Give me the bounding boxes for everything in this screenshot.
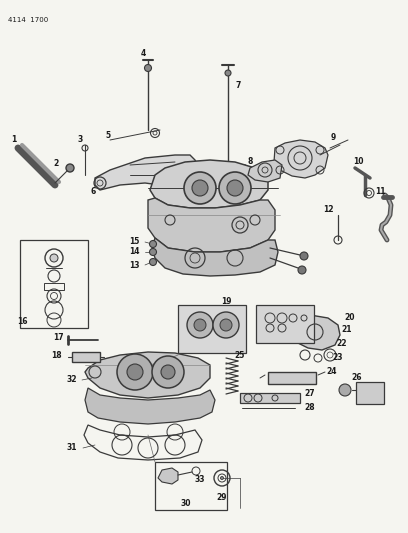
Circle shape	[339, 384, 351, 396]
Text: 33: 33	[195, 475, 205, 484]
Text: 30: 30	[181, 499, 191, 508]
Circle shape	[50, 254, 58, 262]
Circle shape	[161, 365, 175, 379]
Polygon shape	[85, 352, 210, 398]
Polygon shape	[292, 315, 340, 350]
Text: 21: 21	[342, 326, 352, 335]
Bar	[44, 283, 64, 290]
Text: 29: 29	[217, 494, 227, 503]
Circle shape	[298, 266, 306, 274]
Text: 10: 10	[353, 157, 363, 166]
Circle shape	[152, 356, 184, 388]
Circle shape	[219, 172, 251, 204]
Text: 11: 11	[375, 188, 385, 197]
Text: 17: 17	[53, 334, 63, 343]
Text: 32: 32	[67, 376, 77, 384]
Circle shape	[220, 477, 224, 480]
Circle shape	[149, 240, 157, 247]
Text: 12: 12	[323, 206, 333, 214]
Text: 8: 8	[247, 157, 253, 166]
Text: 27: 27	[305, 389, 315, 398]
Text: 31: 31	[67, 443, 77, 453]
Text: 2: 2	[53, 158, 59, 167]
Polygon shape	[274, 140, 328, 178]
Circle shape	[117, 354, 153, 390]
Circle shape	[213, 312, 239, 338]
Text: 6: 6	[91, 187, 95, 196]
Text: 19: 19	[221, 296, 231, 305]
Text: 1: 1	[11, 135, 17, 144]
Bar	[240, 393, 300, 403]
Text: 7: 7	[235, 80, 241, 90]
Bar	[268, 372, 316, 384]
Text: 20: 20	[345, 313, 355, 322]
Text: 4: 4	[140, 50, 146, 59]
Text: 24: 24	[327, 367, 337, 376]
Text: 25: 25	[235, 351, 245, 359]
Circle shape	[149, 259, 157, 265]
Circle shape	[187, 312, 213, 338]
Text: 5: 5	[105, 131, 111, 140]
Text: 23: 23	[333, 352, 343, 361]
Bar	[155, 462, 227, 510]
Circle shape	[192, 180, 208, 196]
Circle shape	[144, 64, 151, 71]
Bar	[72, 352, 100, 362]
Polygon shape	[95, 155, 200, 190]
Text: 14: 14	[129, 247, 139, 256]
Text: 4114  1700: 4114 1700	[8, 17, 48, 23]
Text: 15: 15	[129, 238, 139, 246]
Text: 18: 18	[51, 351, 61, 360]
Text: 13: 13	[129, 261, 139, 270]
Polygon shape	[158, 468, 178, 484]
Text: 26: 26	[352, 374, 362, 383]
Circle shape	[300, 252, 308, 260]
Circle shape	[127, 364, 143, 380]
Circle shape	[225, 70, 231, 76]
Text: 9: 9	[330, 133, 336, 142]
Circle shape	[149, 248, 157, 255]
Polygon shape	[148, 198, 275, 252]
Circle shape	[194, 319, 206, 331]
Text: 3: 3	[78, 135, 83, 144]
Polygon shape	[248, 160, 282, 182]
Text: 22: 22	[337, 338, 347, 348]
Circle shape	[66, 164, 74, 172]
Circle shape	[220, 319, 232, 331]
Text: 16: 16	[17, 318, 27, 327]
Circle shape	[184, 172, 216, 204]
Polygon shape	[85, 388, 215, 424]
Polygon shape	[152, 238, 278, 276]
Text: 28: 28	[305, 403, 315, 413]
Bar	[256, 305, 314, 343]
Bar	[356, 382, 384, 404]
Bar	[20, 240, 88, 328]
Polygon shape	[150, 160, 268, 208]
Circle shape	[227, 180, 243, 196]
Bar	[178, 305, 246, 353]
